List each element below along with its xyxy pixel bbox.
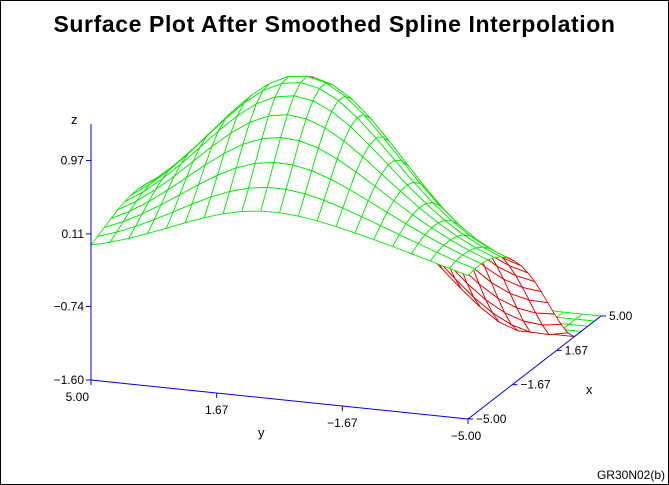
surface-mesh (89, 75, 603, 338)
z-tick-label: 0.97 (61, 153, 85, 167)
y-tick-label: 1.67 (205, 403, 229, 417)
y-tick-label: −1.67 (327, 416, 358, 430)
y-tick-label: −5.00 (451, 429, 482, 443)
x-tick-label: 1.67 (565, 343, 589, 357)
axes (90, 124, 602, 420)
x-axis (467, 315, 602, 420)
x-tick-label: −1.67 (520, 378, 551, 392)
x-axis-label: x (586, 382, 593, 397)
y-axis-label: y (258, 425, 265, 440)
figure-id: GR30N02(b) (596, 468, 665, 482)
x-tick-label: −5.00 (476, 412, 507, 426)
z-tick-label: 0.11 (62, 227, 85, 241)
surface-cell (89, 231, 118, 246)
axis-ticks: −1.60 −0.74 0.11 0.97 5.00 1.67 −1.67 −5.00 5.00… (54, 153, 633, 443)
z-tick-label: −0.74 (54, 300, 85, 314)
x-tick-label: 5.00 (609, 309, 633, 323)
z-tick-label: −1.60 (54, 373, 85, 387)
chart-title: Surface Plot After Smoothed Spline Inter… (53, 11, 616, 37)
y-tick-label: 5.00 (66, 390, 90, 404)
z-axis-label: z (71, 112, 78, 127)
y-axis (90, 379, 469, 420)
